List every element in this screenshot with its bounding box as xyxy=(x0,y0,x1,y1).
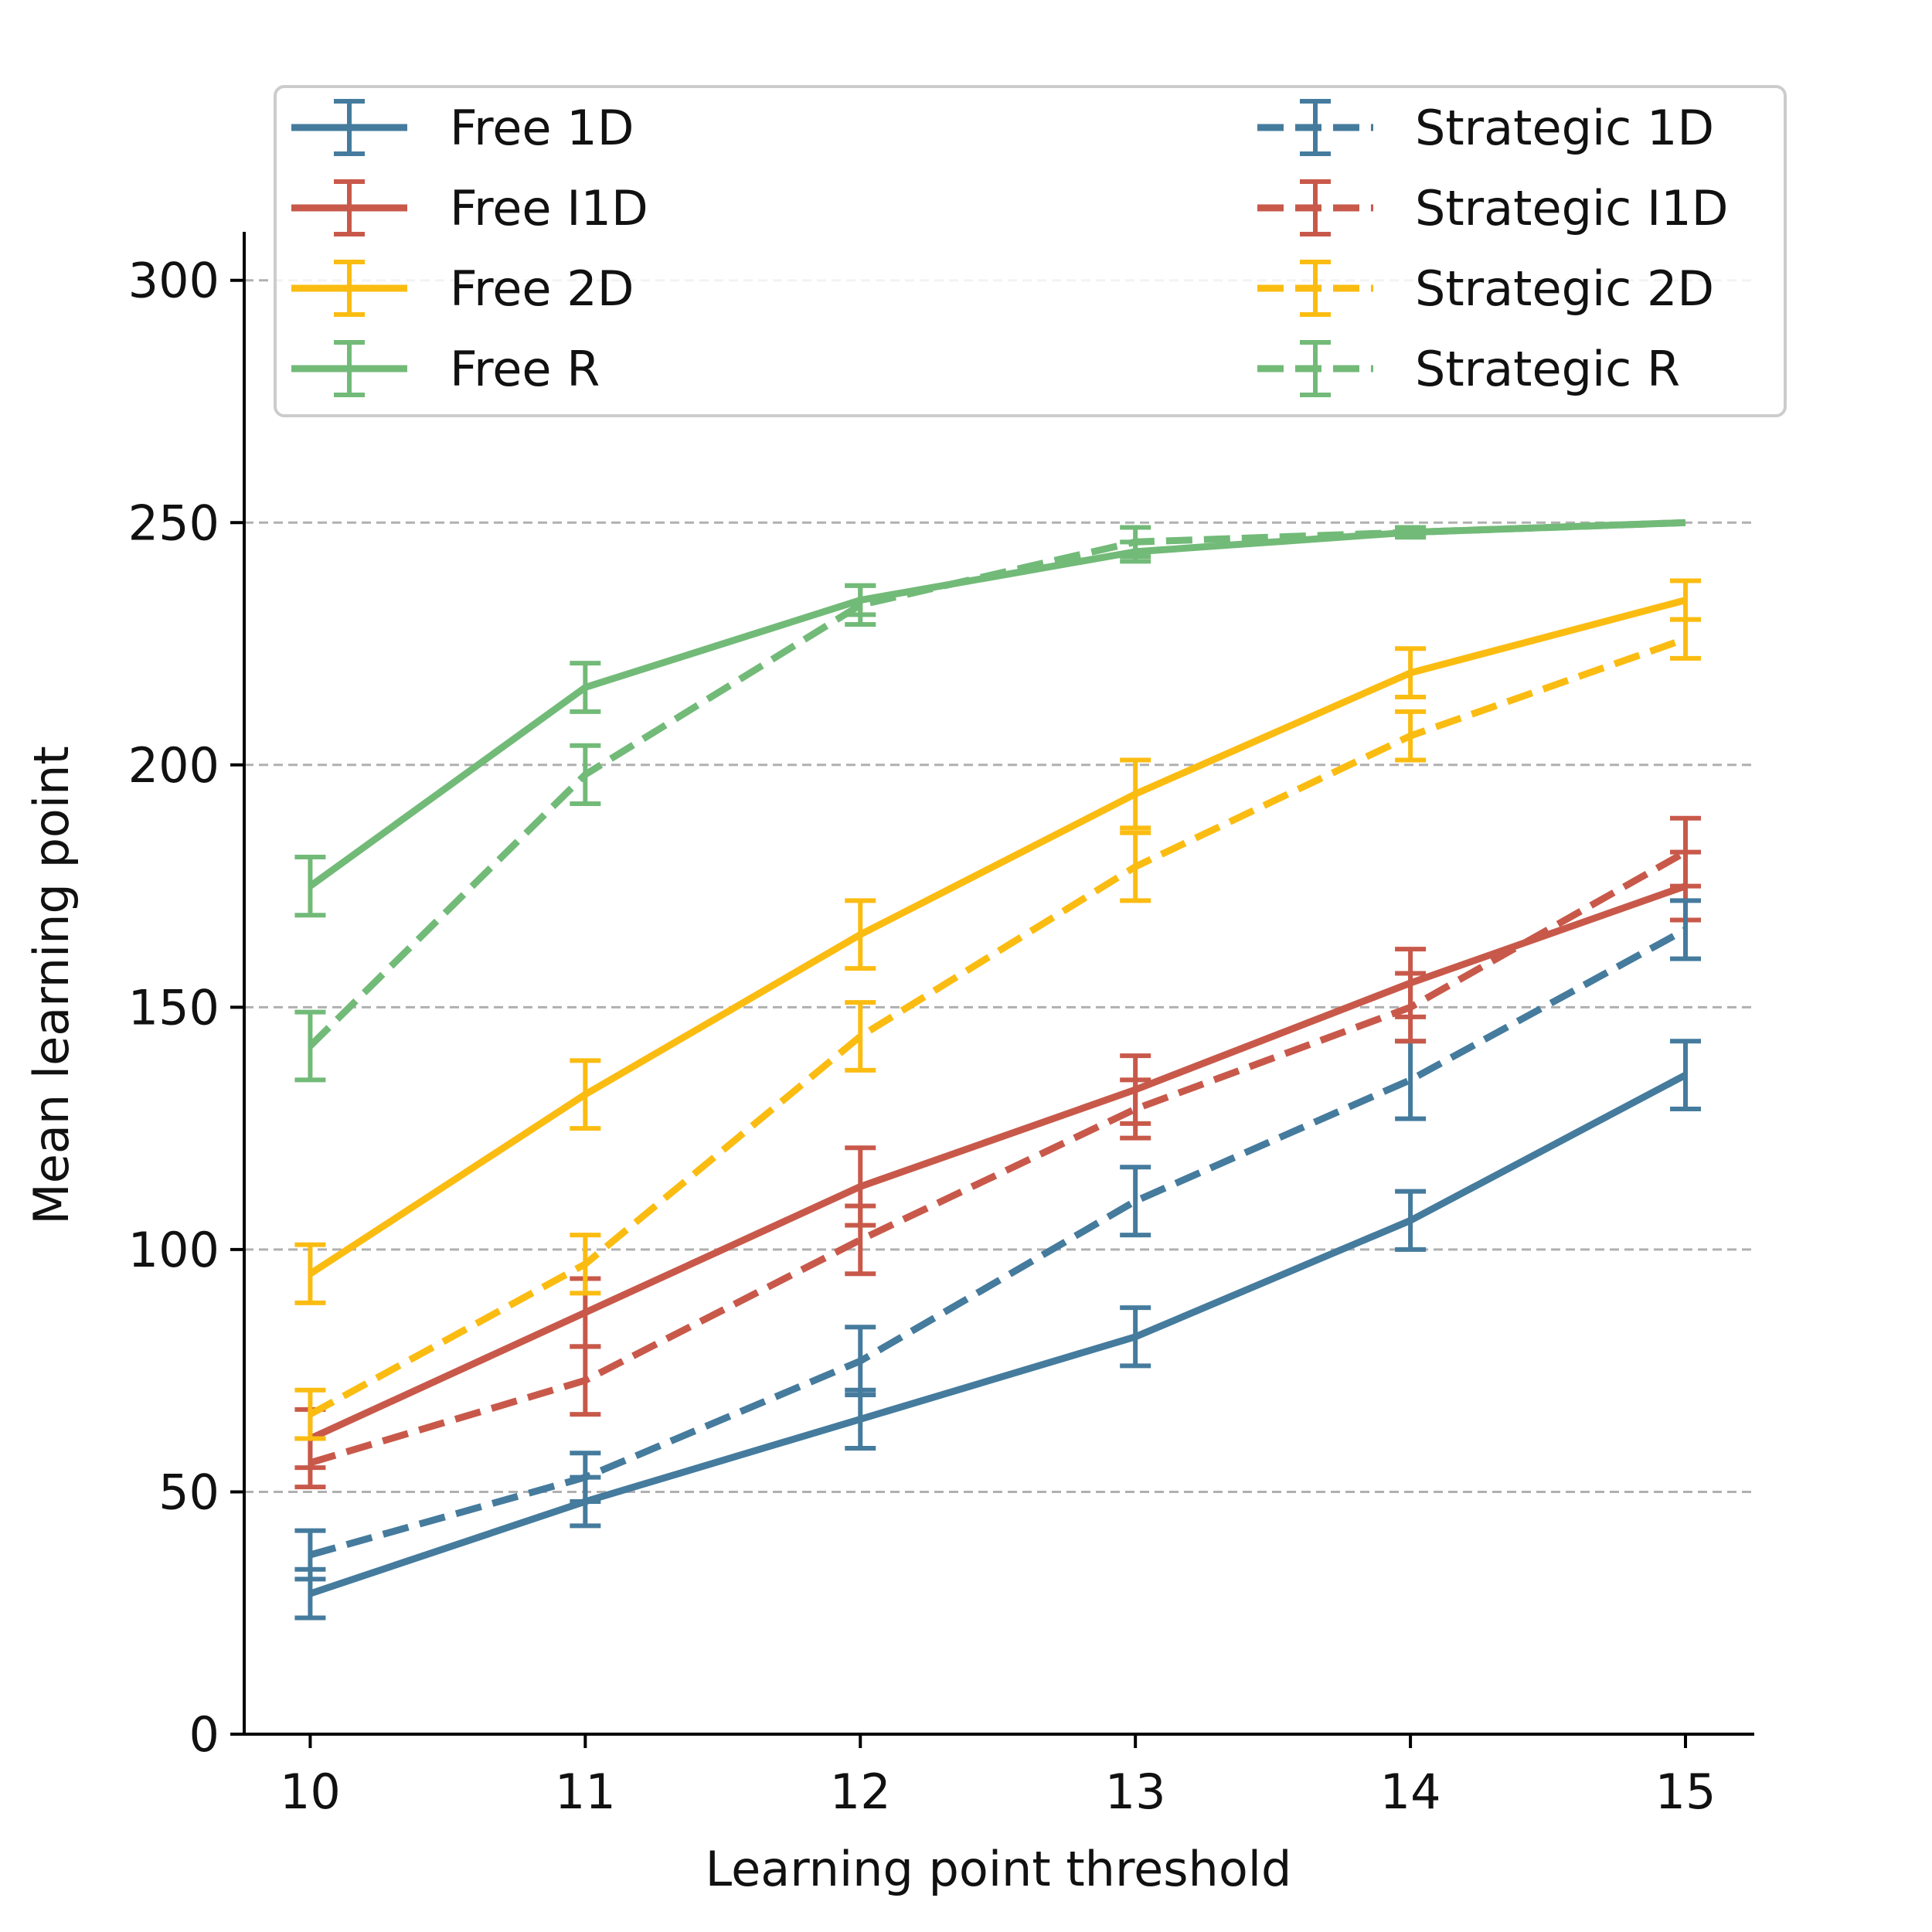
y-tick-label: 250 xyxy=(128,495,219,551)
x-tick-label: 14 xyxy=(1380,1764,1441,1820)
series-line xyxy=(308,883,1687,1442)
series-free-1d xyxy=(294,1039,1702,1621)
legend-label: Strategic I1D xyxy=(1415,180,1728,236)
legend-label: Free 1D xyxy=(450,100,634,156)
series-line xyxy=(308,635,1687,1418)
series-line xyxy=(308,1072,1688,1597)
legend-entry: Free I1D xyxy=(291,179,648,236)
x-tick-label: 15 xyxy=(1655,1764,1716,1820)
legend-entry: Free 1D xyxy=(291,99,634,156)
series-line xyxy=(308,519,1686,889)
y-tick-label: 150 xyxy=(128,979,219,1036)
y-tick-label: 300 xyxy=(128,253,219,309)
y-tick-label: 50 xyxy=(158,1464,219,1520)
x-axis-title: Learning point threshold xyxy=(706,1841,1292,1897)
series-line xyxy=(308,519,1686,1049)
x-tick-label: 11 xyxy=(555,1764,616,1820)
legend: Free 1D Free I1D Free 2D Free R Strategic 1D… xyxy=(274,85,1787,417)
series-strategic-r xyxy=(294,519,1686,1083)
series-strategic-1d xyxy=(294,898,1702,1582)
y-tick-label: 200 xyxy=(128,737,219,794)
y-tick-label: 0 xyxy=(189,1706,219,1763)
series-strategic-2d xyxy=(294,617,1702,1441)
y-tick-label: 100 xyxy=(128,1222,219,1278)
series-line xyxy=(309,927,1688,1559)
legend-label: Free I1D xyxy=(450,180,648,236)
series-strategic-i1d xyxy=(294,815,1702,1490)
series-line xyxy=(308,597,1687,1277)
legend-label: Strategic 1D xyxy=(1415,100,1714,156)
legend-entry: Free 2D xyxy=(291,260,634,317)
legend-entry: Free R xyxy=(291,340,600,397)
legend-entry: Strategic 2D xyxy=(1257,260,1714,317)
axes xyxy=(243,232,1754,1736)
plot-series xyxy=(294,519,1702,1621)
x-tick-label: 12 xyxy=(830,1764,891,1820)
legend-entry: Strategic I1D xyxy=(1257,179,1728,236)
legend-label: Free R xyxy=(450,341,600,397)
legend-label: Strategic R xyxy=(1415,341,1680,397)
series-free-2d xyxy=(294,578,1702,1305)
legend-entry: Strategic R xyxy=(1257,340,1680,397)
x-tick-label: 13 xyxy=(1105,1764,1166,1820)
tick-labels: 0 50 100 150 200 250 300 10 11 12 13 14 15 xyxy=(128,253,1716,1820)
legend-label: Free 2D xyxy=(450,260,634,317)
x-tick-label: 10 xyxy=(280,1764,341,1820)
y-axis-title: Mean learning point xyxy=(23,746,80,1224)
legend-label: Strategic 2D xyxy=(1415,260,1714,317)
gridlines xyxy=(244,279,1754,1493)
series-line xyxy=(309,849,1688,1467)
legend-entry: Strategic 1D xyxy=(1257,99,1714,156)
legend-frame xyxy=(274,85,1787,417)
